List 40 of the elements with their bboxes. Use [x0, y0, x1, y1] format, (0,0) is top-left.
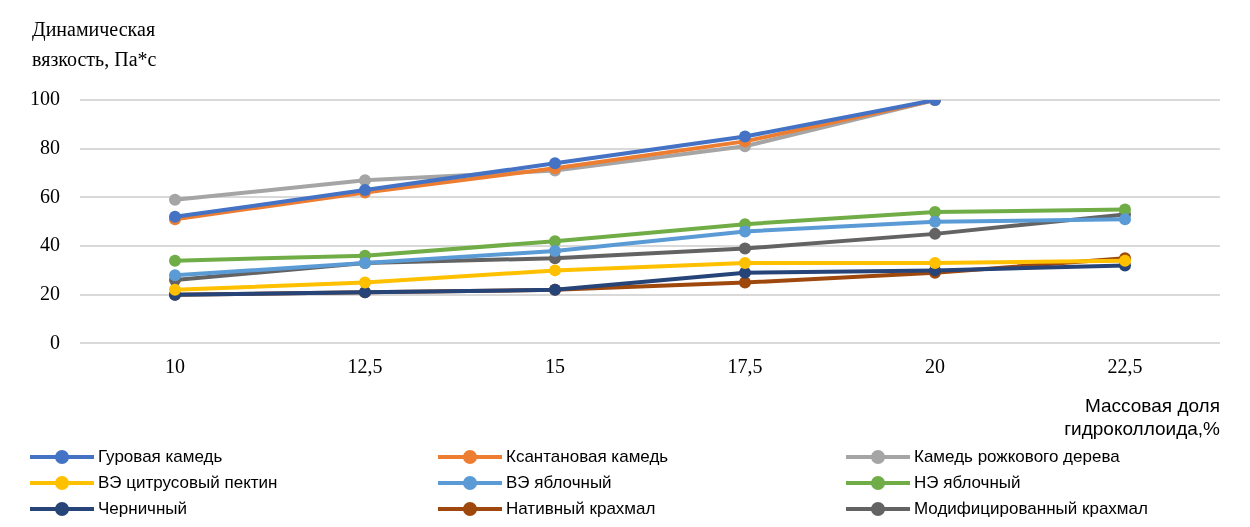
point — [169, 254, 181, 267]
legend-label: Ксантановая камедь — [506, 447, 669, 467]
y-tick-label: 60 — [40, 184, 60, 207]
point — [359, 276, 371, 289]
point — [929, 215, 941, 228]
x-axis-title: Массовая доля гидроколлоида,% — [1064, 395, 1221, 439]
x-tick-label: 20 — [925, 354, 945, 377]
x-tick-label: 22,5 — [1107, 354, 1143, 377]
point — [549, 157, 561, 170]
x-tick-label: 15 — [545, 354, 565, 377]
point — [929, 227, 941, 240]
legend-label: ВЭ яблочный — [506, 473, 612, 493]
x-tick-label: 10 — [165, 354, 185, 377]
point — [549, 244, 561, 257]
y-tick-label: 100 — [30, 87, 60, 110]
point — [739, 242, 751, 255]
point — [739, 257, 751, 270]
point — [739, 225, 751, 238]
legend-label: Нативный крахмал — [506, 499, 656, 519]
point — [549, 264, 561, 277]
y-tick-label: 20 — [40, 281, 60, 304]
legend-label: Камедь рожкового дерева — [914, 447, 1120, 467]
y-tick-label: 40 — [40, 233, 60, 256]
point — [929, 257, 941, 270]
point — [169, 193, 181, 206]
point — [929, 205, 941, 218]
point — [169, 283, 181, 296]
legend-label: Гуровая камедь — [98, 447, 223, 467]
y-tick-label: 80 — [40, 135, 60, 158]
y-tick-label: 0 — [50, 330, 60, 353]
x-tick-label: 12,5 — [347, 354, 383, 377]
legend-label: Черничный — [98, 499, 188, 519]
point — [739, 130, 751, 143]
point — [169, 269, 181, 282]
x-tick-label: 17,5 — [727, 354, 763, 377]
legend-label: НЭ яблочный — [914, 473, 1021, 493]
y-axis-title: Динамическая вязкость, Па*с — [32, 17, 157, 72]
legend-label: Модифицированный крахмал — [914, 499, 1148, 519]
point — [1119, 213, 1131, 226]
legend-label: ВЭ цитрусовый пектин — [98, 473, 278, 493]
